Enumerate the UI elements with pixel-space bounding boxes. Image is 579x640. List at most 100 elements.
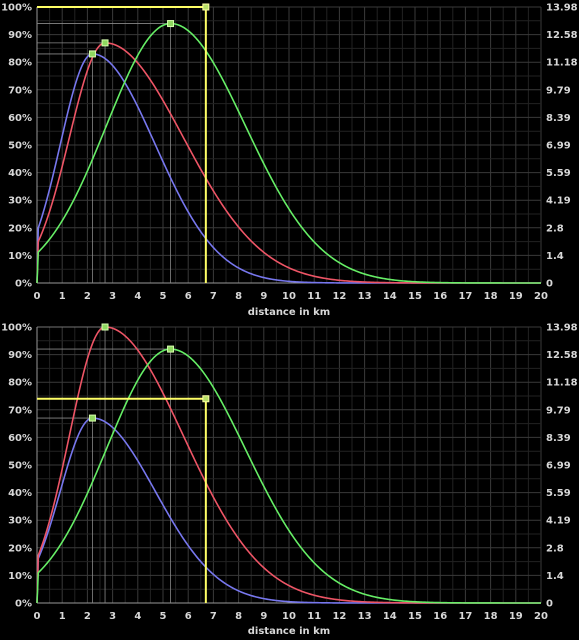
peak-marker-3[interactable] xyxy=(167,345,175,353)
y-tick-label-left: 60% xyxy=(8,433,32,444)
x-tick-label: 7 xyxy=(210,291,217,302)
series-line-3 xyxy=(36,348,541,604)
y-tick-label-left: 30% xyxy=(8,196,32,207)
y-tick-label-left: 10% xyxy=(8,571,32,582)
x-tick-label: 18 xyxy=(484,291,498,302)
x-tick-label: 11 xyxy=(307,291,321,302)
series-line-3 xyxy=(36,22,541,284)
x-axis-label: distance in km xyxy=(248,626,330,637)
y-tick-label-left: 40% xyxy=(8,488,32,499)
x-tick-label: 16 xyxy=(433,611,447,622)
y-tick-label-right: 4.19 xyxy=(546,196,571,207)
x-tick-label: 19 xyxy=(509,611,523,622)
peak-marker-3[interactable] xyxy=(167,20,175,28)
x-tick-label: 17 xyxy=(458,291,472,302)
y-tick-label-right: 1.4 xyxy=(546,251,564,262)
x-tick-label: 3 xyxy=(109,611,116,622)
peak-marker-1[interactable] xyxy=(88,414,96,422)
x-tick-label: 2 xyxy=(84,611,91,622)
y-tick-label-left: 90% xyxy=(8,350,32,361)
x-tick-label: 16 xyxy=(433,291,447,302)
y-tick-label-left: 0% xyxy=(15,599,32,610)
x-tick-label: 4 xyxy=(134,611,141,622)
y-tick-label-left: 30% xyxy=(8,516,32,527)
x-tick-label: 20 xyxy=(534,611,548,622)
x-tick-label: 8 xyxy=(235,291,242,302)
y-tick-label-right: 11.18 xyxy=(546,58,578,69)
chart-panel-1: 0% 10% 20% 30% 40% 50% 60% 70% 80% 90% 100% 0 1.4 2.8… xyxy=(1,3,578,319)
x-tick-label: 1 xyxy=(59,611,66,622)
x-tick-label: 1 xyxy=(59,291,66,302)
y-tick-label-right: 13.98 xyxy=(546,323,578,334)
peak-marker-2[interactable] xyxy=(101,323,109,331)
x-tick-label: 9 xyxy=(260,291,267,302)
x-tick-label: 7 xyxy=(210,611,217,622)
x-tick-label: 18 xyxy=(484,611,498,622)
x-tick-label: 19 xyxy=(509,291,523,302)
y-tick-label-left: 40% xyxy=(8,168,32,179)
y-tick-label-right: 5.59 xyxy=(546,488,571,499)
x-tick-label: 17 xyxy=(458,611,472,622)
y-tick-label-left: 100% xyxy=(1,323,32,334)
x-tick-label: 14 xyxy=(383,611,397,622)
grid xyxy=(36,6,542,284)
y-tick-label-right: 9.79 xyxy=(546,405,571,416)
x-tick-label: 12 xyxy=(332,291,346,302)
x-tick-label: 4 xyxy=(134,291,141,302)
y-tick-label-left: 100% xyxy=(1,3,32,14)
chart-panel-2: 0% 10% 20% 30% 40% 50% 60% 70% 80% 90% 100% 0 1.4 2.8… xyxy=(1,323,578,638)
x-tick-label: 20 xyxy=(534,291,548,302)
y-tick-label-left: 80% xyxy=(8,58,32,69)
marker-handle[interactable] xyxy=(202,395,210,403)
x-tick-label: 5 xyxy=(160,611,167,622)
x-tick-label: 12 xyxy=(332,611,346,622)
x-tick-label: 0 xyxy=(34,291,41,302)
x-tick-label: 10 xyxy=(282,611,296,622)
peak-marker-1[interactable] xyxy=(88,50,96,58)
y-tick-label-right: 6.99 xyxy=(546,141,571,152)
x-tick-label: 13 xyxy=(358,611,372,622)
peak-marker-2[interactable] xyxy=(101,39,109,47)
x-tick-label: 6 xyxy=(185,291,192,302)
y-tick-label-right: 12.58 xyxy=(546,30,578,41)
x-tick-label: 11 xyxy=(307,611,321,622)
y-tick-label-left: 10% xyxy=(8,251,32,262)
y-tick-label-right: 0 xyxy=(546,599,553,610)
x-tick-label: 15 xyxy=(408,611,422,622)
y-tick-label-right: 9.79 xyxy=(546,85,571,96)
y-tick-label-right: 11.18 xyxy=(546,378,578,389)
x-tick-label: 13 xyxy=(358,291,372,302)
y-tick-label-right: 0 xyxy=(546,279,553,290)
y-tick-label-right: 8.39 xyxy=(546,113,571,124)
y-tick-label-left: 80% xyxy=(8,378,32,389)
y-tick-label-left: 50% xyxy=(8,141,32,152)
x-axis-label: distance in km xyxy=(248,307,330,318)
x-tick-label: 5 xyxy=(160,291,167,302)
x-tick-label: 6 xyxy=(185,611,192,622)
grid xyxy=(36,326,542,604)
y-tick-label-left: 70% xyxy=(8,85,32,96)
y-tick-label-right: 13.98 xyxy=(546,3,578,14)
y-tick-label-left: 20% xyxy=(8,543,32,554)
x-tick-label: 10 xyxy=(282,291,296,302)
y-tick-label-right: 12.58 xyxy=(546,350,578,361)
x-tick-label: 9 xyxy=(260,611,267,622)
y-tick-label-right: 2.8 xyxy=(546,543,564,554)
y-tick-label-right: 8.39 xyxy=(546,433,571,444)
y-tick-label-right: 1.4 xyxy=(546,571,564,582)
y-tick-label-left: 90% xyxy=(8,30,32,41)
y-tick-label-right: 4.19 xyxy=(546,516,571,527)
y-tick-label-left: 70% xyxy=(8,405,32,416)
y-tick-label-left: 20% xyxy=(8,223,32,234)
y-tick-label-right: 6.99 xyxy=(546,461,571,472)
x-tick-label: 15 xyxy=(408,291,422,302)
x-tick-label: 0 xyxy=(34,611,41,622)
x-tick-label: 8 xyxy=(235,611,242,622)
x-tick-label: 2 xyxy=(84,291,91,302)
x-tick-label: 3 xyxy=(109,291,116,302)
y-tick-label-left: 0% xyxy=(15,279,32,290)
marker-handle[interactable] xyxy=(202,3,210,11)
y-tick-label-right: 2.8 xyxy=(546,223,564,234)
x-tick-label: 14 xyxy=(383,291,397,302)
